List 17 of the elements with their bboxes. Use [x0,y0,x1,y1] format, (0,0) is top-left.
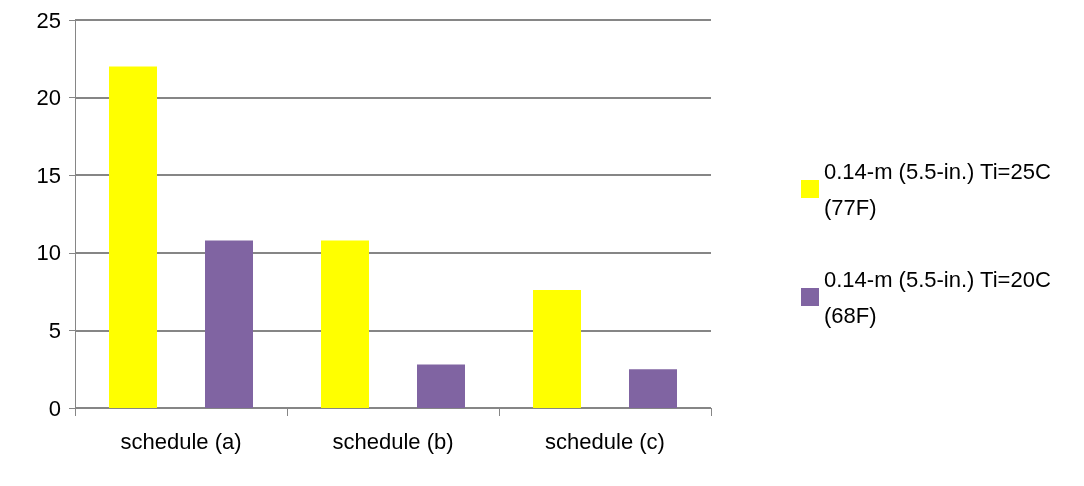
legend-label: 0.14-m (5.5-in.) Ti=20C (68F) [824,266,1057,328]
bar [629,369,677,408]
x-tick-label: schedule (a) [120,428,242,454]
x-tick-label: schedule (b) [332,428,454,454]
y-tick-label: 0 [48,395,61,421]
y-tick-label: 20 [36,85,61,111]
y-tick-label: 10 [36,240,61,266]
x-tick-label: schedule (c) [545,428,665,454]
bar [109,66,157,408]
y-tick-label: 5 [48,317,61,343]
bar [417,364,465,408]
bar [533,290,581,408]
bar [205,240,253,408]
y-tick-label: 15 [36,162,61,188]
legend-label: 0.14-m (5.5-in.) Ti=25C (77F) [824,158,1057,220]
bar [321,240,369,408]
y-tick-label: 25 [36,7,61,33]
